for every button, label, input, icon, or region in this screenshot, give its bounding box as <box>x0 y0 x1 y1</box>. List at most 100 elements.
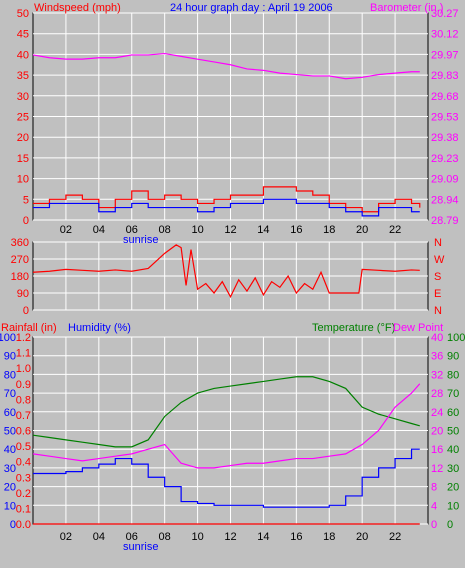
x-tick-label-0-20: 20 <box>356 224 368 236</box>
y-tick-dewpoint-pct-70: 70 <box>447 388 459 400</box>
y-tick-rainfall-0.6: 0.6 <box>16 426 31 438</box>
y-tick-humidity-20: 20 <box>4 482 16 494</box>
x-tick-label-0-14: 14 <box>257 224 269 236</box>
x-tick-label-2-04: 04 <box>93 531 105 543</box>
y-tick-humidity-90: 90 <box>4 351 16 363</box>
y-tick-humidity-0: 0 <box>10 519 16 531</box>
y-tick-rainfall-1.2: 1.2 <box>16 332 31 344</box>
x-tick-label-0-12: 12 <box>224 224 236 236</box>
y-tick-humidity-60: 60 <box>4 407 16 419</box>
y-tick-rainfall-0.5: 0.5 <box>16 441 31 453</box>
series-line-wind-direction <box>32 244 420 299</box>
x-tick-label-2-16: 16 <box>290 531 302 543</box>
x-tick-label-0-04: 04 <box>93 224 105 236</box>
sunrise-label-bottom: sunrise <box>123 541 158 553</box>
y-tick-humidity-80: 80 <box>4 369 16 381</box>
y-tick-wind-5: 5 <box>23 194 29 206</box>
y-tick-baro-10: 30.27 <box>431 8 459 20</box>
y-tick-baro-9: 30.12 <box>431 29 459 41</box>
chart-title: 24 hour graph day : April 19 2006 <box>170 2 333 14</box>
y-tick-temperature-40: 40 <box>431 332 443 344</box>
y-tick-humidity-30: 30 <box>4 463 16 475</box>
wind-axis-title: Windspeed (mph) <box>34 2 121 14</box>
x-tick-label-2-14: 14 <box>257 531 269 543</box>
temperature-axis-title: Temperature (°F) <box>312 322 395 334</box>
x-tick-label-0-22: 22 <box>389 224 401 236</box>
y-tick-temperature-20: 20 <box>431 426 443 438</box>
y-tick-rainfall-0.4: 0.4 <box>16 457 31 469</box>
y-tick-direction-90: 90 <box>17 288 29 300</box>
x-tick-label-0-08: 08 <box>159 224 171 236</box>
y-tick-dewpoint-pct-10: 10 <box>447 500 459 512</box>
y-tick-wind-15: 15 <box>17 153 29 165</box>
y-tick-dewpoint-pct-100: 100 <box>447 332 465 344</box>
y-tick-dewpoint-pct-80: 80 <box>447 369 459 381</box>
y-tick-wind-25: 25 <box>17 112 29 124</box>
y-tick-rainfall-0.1: 0.1 <box>16 503 31 515</box>
y-tick-dewpoint-pct-50: 50 <box>447 426 459 438</box>
y-tick-dewpoint-pct-60: 60 <box>447 407 459 419</box>
y-tick-baro-3: 29.23 <box>431 153 459 165</box>
y-tick-humidity-50: 50 <box>4 426 16 438</box>
y-tick-temperature-32: 32 <box>431 369 443 381</box>
x-tick-label-0-10: 10 <box>191 224 203 236</box>
x-tick-label-2-22: 22 <box>389 531 401 543</box>
chart-marks <box>32 52 421 525</box>
y-tick-wind-40: 40 <box>17 49 29 61</box>
y-tick-humidity-40: 40 <box>4 444 16 456</box>
x-tick-label-2-20: 20 <box>356 531 368 543</box>
x-tick-label-0-16: 16 <box>290 224 302 236</box>
y-tick-baro-1: 28.94 <box>431 194 459 206</box>
y-tick-dewpoint-pct-90: 90 <box>447 351 459 363</box>
y-tick-rainfall-0.7: 0.7 <box>16 410 31 422</box>
x-tick-label-2-18: 18 <box>323 531 335 543</box>
y-tick-compass-1: E <box>434 288 441 300</box>
series-line-barometer <box>32 52 420 80</box>
series-line-humidity <box>33 448 420 508</box>
y-tick-rainfall-1.0: 1.0 <box>16 363 31 375</box>
y-tick-dewpoint-pct-30: 30 <box>447 463 459 475</box>
y-tick-direction-360: 360 <box>11 237 29 249</box>
sunrise-label-top: sunrise <box>123 234 158 246</box>
y-tick-rainfall-0.2: 0.2 <box>16 488 31 500</box>
y-tick-direction-180: 180 <box>11 271 29 283</box>
humidity-axis-title: Humidity (%) <box>68 322 131 334</box>
y-tick-direction-0: 0 <box>23 305 29 317</box>
x-tick-label-2-12: 12 <box>224 531 236 543</box>
y-tick-humidity-10: 10 <box>4 500 16 512</box>
y-tick-humidity-100: 100 <box>0 332 16 344</box>
y-tick-baro-2: 29.09 <box>431 174 459 186</box>
y-tick-temperature-36: 36 <box>431 351 443 363</box>
x-tick-label-0-02: 02 <box>60 224 72 236</box>
y-tick-baro-0: 28.79 <box>431 215 459 227</box>
series-line-temperature <box>32 376 420 448</box>
y-tick-temperature-4: 4 <box>431 500 437 512</box>
y-tick-wind-20: 20 <box>17 132 29 144</box>
y-tick-rainfall-0.8: 0.8 <box>16 394 31 406</box>
y-tick-rainfall-1.1: 1.1 <box>16 348 31 360</box>
y-tick-wind-35: 35 <box>17 70 29 82</box>
y-tick-wind-10: 10 <box>17 174 29 186</box>
rainfall-axis-title: Rainfall (in) <box>1 322 57 334</box>
y-tick-wind-0: 0 <box>23 215 29 227</box>
x-tick-label-0-06: 06 <box>126 224 138 236</box>
y-tick-dewpoint-pct-40: 40 <box>447 444 459 456</box>
y-tick-temperature-12: 12 <box>431 463 443 475</box>
y-tick-baro-4: 29.38 <box>431 132 459 144</box>
x-tick-label-0-18: 18 <box>323 224 335 236</box>
y-tick-temperature-24: 24 <box>431 407 443 419</box>
y-tick-temperature-16: 16 <box>431 444 443 456</box>
y-tick-compass-4: N <box>434 237 442 249</box>
y-tick-temperature-0: 0 <box>431 519 437 531</box>
y-tick-dewpoint-pct-20: 20 <box>447 482 459 494</box>
y-tick-compass-0: N <box>434 305 442 317</box>
y-tick-baro-8: 29.97 <box>431 49 459 61</box>
x-tick-label-2-06: 06 <box>126 531 138 543</box>
y-tick-wind-30: 30 <box>17 91 29 103</box>
y-tick-dewpoint-pct-0: 0 <box>447 519 453 531</box>
x-tick-label-2-02: 02 <box>60 531 72 543</box>
y-tick-temperature-8: 8 <box>431 482 437 494</box>
